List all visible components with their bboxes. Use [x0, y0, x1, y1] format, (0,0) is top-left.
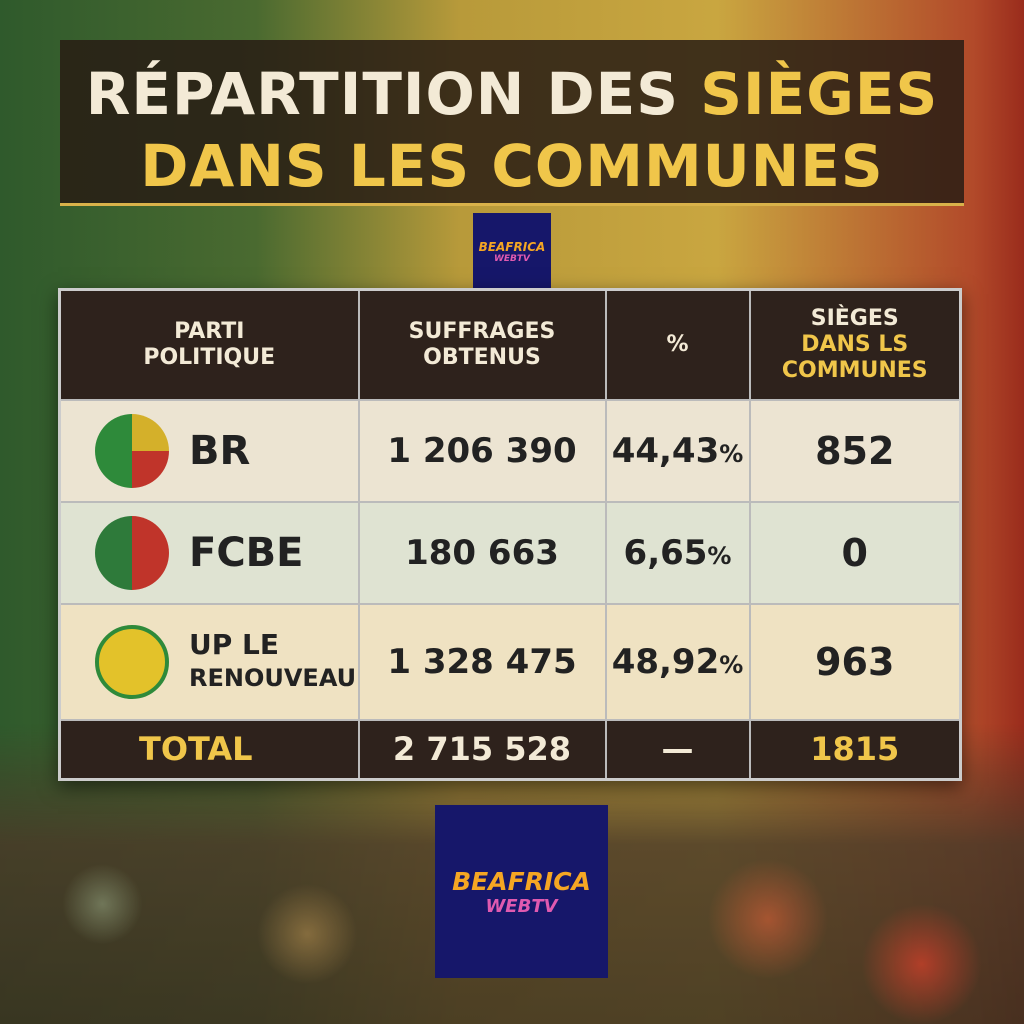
- header-votes: SUFFRAGES OBTENUS: [357, 288, 607, 401]
- br-emblem-icon: [95, 413, 169, 488]
- header-pct: %: [604, 288, 751, 401]
- header-party: PARTI POLITIQUE: [58, 288, 360, 401]
- table-row: UP LE RENOUVEAU 1 328 475 48,92% 963: [58, 602, 962, 721]
- table-header: PARTI POLITIQUE SUFFRAGES OBTENUS % SIÈG…: [58, 288, 962, 401]
- total-row: TOTAL 2 715 528 — 1815: [58, 718, 962, 781]
- title-line-1: RÉPARTITION DES SIÈGES: [85, 60, 939, 128]
- header-seats: SIÈGES DANS LS COMMUNES: [748, 288, 962, 401]
- table-row: BR 1 206 390 44,43% 852: [58, 398, 962, 503]
- beafrica-logo-large: BEAFRICA WEBTV: [435, 805, 608, 978]
- title-band: [60, 40, 964, 206]
- results-table: PARTI POLITIQUE SUFFRAGES OBTENUS % SIÈG…: [58, 288, 962, 781]
- table-row: FCBE 180 663 6,65% 0: [58, 500, 962, 605]
- up-lion-emblem-icon: [95, 624, 169, 699]
- beafrica-logo-small: BEAFRICA WEBTV: [473, 213, 551, 290]
- fcbe-emblem-icon: [95, 515, 169, 590]
- title-line-2: DANS LES COMMUNES: [140, 132, 884, 200]
